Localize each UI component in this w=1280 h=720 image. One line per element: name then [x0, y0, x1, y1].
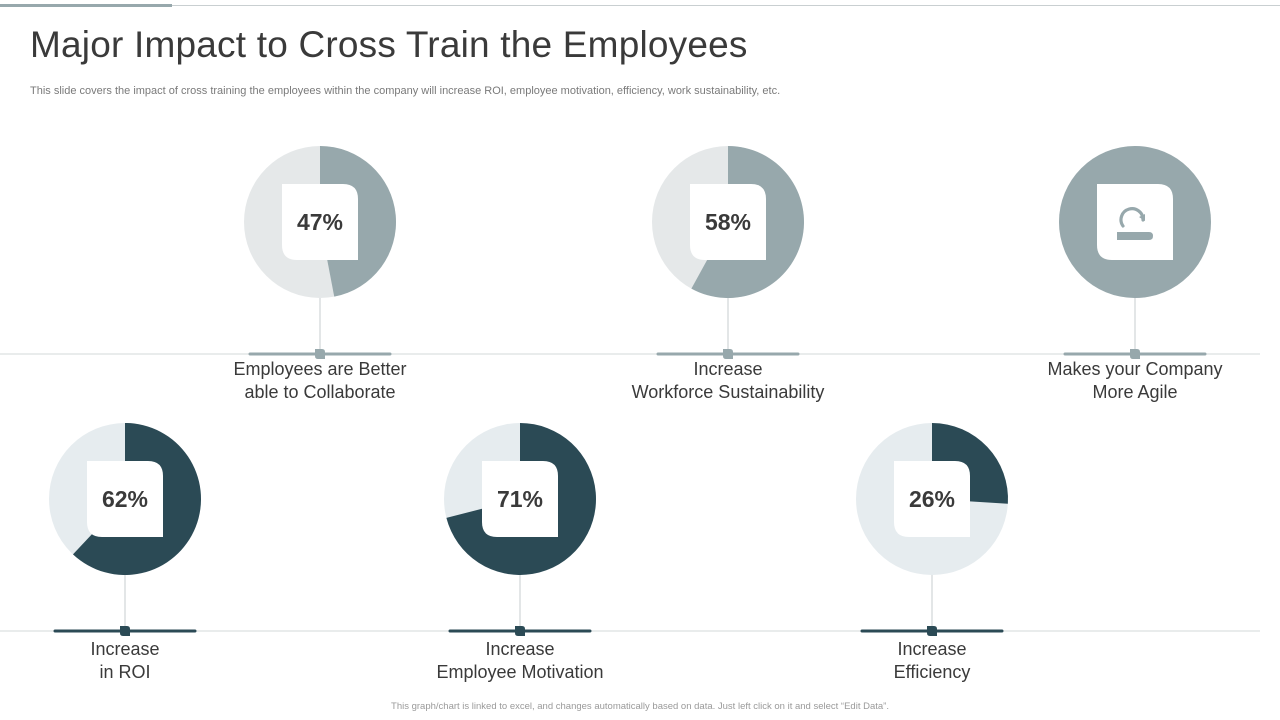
category-label: Increase Efficiency [894, 639, 971, 682]
page-title: Major Impact to Cross Train the Employee… [30, 24, 748, 65]
category-label-line: Increase [485, 639, 554, 659]
value-label: 47% [297, 209, 343, 235]
category-label-line: able to Collaborate [244, 382, 395, 402]
value-label: 26% [909, 486, 955, 512]
underline-marker [315, 349, 325, 359]
pie-center [690, 184, 766, 260]
underline-marker [120, 626, 130, 636]
page-subtitle: This slide covers the impact of cross tr… [30, 85, 781, 97]
value-label: 71% [497, 486, 543, 512]
category-label-line: Increase [693, 359, 762, 379]
category-label-line: Workforce Sustainability [632, 382, 825, 402]
category-label: Increase Employee Motivation [436, 639, 603, 682]
underline-marker [515, 626, 525, 636]
category-label: Makes your Company More Agile [1047, 359, 1222, 402]
category-label-line: More Agile [1092, 382, 1177, 402]
category-label-line: Employees are Better [233, 359, 406, 379]
underline-marker [927, 626, 937, 636]
pie-center [482, 461, 558, 537]
category-label-line: Increase [90, 639, 159, 659]
impact-item-4: 62% Increase in ROI [49, 423, 202, 682]
category-label: Increase Workforce Sustainability [632, 359, 825, 402]
category-label: Increase in ROI [90, 639, 159, 682]
category-label: Employees are Better able to Collaborate [233, 359, 406, 402]
underline-marker [723, 349, 733, 359]
pie-center [282, 184, 358, 260]
category-label-line: in ROI [99, 662, 150, 682]
agile-turn-icon [1117, 207, 1153, 240]
category-label-line: Increase [897, 639, 966, 659]
top-accent-bar [0, 4, 172, 7]
category-label-line: Makes your Company [1047, 359, 1222, 379]
impact-item-3: Makes your Company More Agile [1047, 146, 1223, 402]
impact-item-5: 71% Increase Employee Motivation [436, 423, 604, 682]
pie-center [87, 461, 163, 537]
value-label: 58% [705, 209, 751, 235]
category-label-line: Employee Motivation [436, 662, 603, 682]
impact-item-2: 58% Increase Workforce Sustainability [632, 146, 825, 402]
underline-marker [1130, 349, 1140, 359]
top-rule [0, 5, 1280, 6]
value-label: 62% [102, 486, 148, 512]
impact-item-1: 47% Employees are Better able to Collabora… [233, 146, 407, 402]
pie-center [894, 461, 970, 537]
impact-item-6: 26% Increase Efficiency [856, 423, 1008, 682]
category-label-line: Efficiency [894, 662, 971, 682]
footer-note: This graph/chart is linked to excel, and… [391, 701, 889, 712]
pie-center [1097, 184, 1173, 260]
